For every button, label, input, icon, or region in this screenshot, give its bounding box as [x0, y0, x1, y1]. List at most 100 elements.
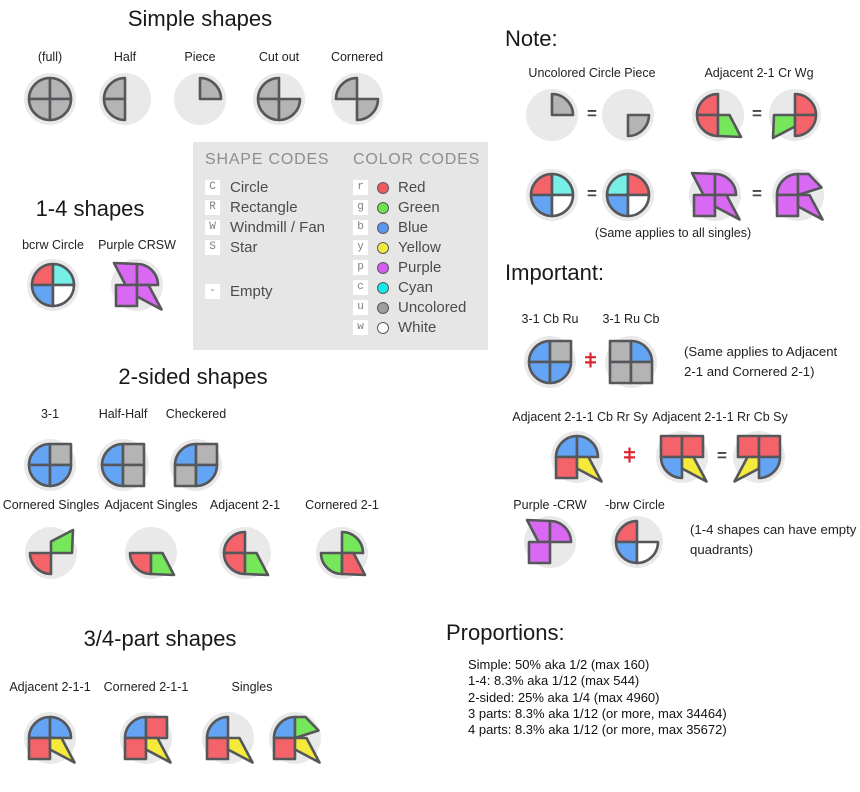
shape-cornered-2-1	[314, 525, 370, 581]
proportions-list: Simple: 50% aka 1/2 (max 160) 1-4: 8.3% …	[468, 657, 727, 738]
shape-code-star: S Star	[205, 239, 258, 257]
label-cornered-2-1-1: Cornered 2-1-1	[103, 680, 189, 694]
shape-code-rectangle: R Rectangle	[205, 199, 298, 217]
shape-adj211-rotated	[731, 429, 787, 485]
code-chip: r	[353, 180, 368, 196]
label-checkered: Checkered	[165, 407, 227, 421]
shape-piece	[172, 71, 228, 127]
blue-dot	[377, 221, 389, 234]
label-adj211-rr-cb-sy: Adjacent 2-1-1 Rr Cb Sy	[652, 410, 788, 424]
shape-adjacent-2-1-1	[22, 710, 78, 766]
shape-note-bcrw-left	[524, 167, 580, 223]
color-code-white: w White	[353, 319, 436, 337]
code-chip: R	[205, 200, 220, 216]
uncolored-dot	[377, 301, 389, 314]
important-note-2: (1-4 shapes can have empty quadrants)	[690, 522, 857, 557]
shape-code-circle: C Circle	[205, 179, 268, 197]
shape-purple-crsw	[109, 257, 165, 313]
code-chip: -	[205, 284, 220, 300]
shape-3-1-ru-cb	[603, 334, 659, 390]
shape-adjacent-singles	[123, 525, 179, 581]
shape-codes-title: SHAPE CODES	[205, 151, 330, 168]
equals-sign: =	[752, 104, 762, 123]
color-code-cyan: c Cyan	[353, 279, 433, 297]
proportion-line: 4 parts: 8.3% aka 1/12 (or more, max 356…	[468, 722, 727, 738]
shape-cornered	[329, 71, 385, 127]
note-caption: (Same applies to all singles)	[594, 226, 752, 240]
code-chip: S	[205, 240, 220, 256]
shape-full	[22, 71, 78, 127]
shape-3-1-cb-ru	[522, 334, 578, 390]
code-chip: p	[353, 260, 368, 276]
label-uncolored-circle-piece: Uncolored Circle Piece	[528, 66, 656, 80]
shape-half-half	[95, 437, 151, 493]
color-code-green: g Green	[353, 199, 440, 217]
shape-note-piece-right	[600, 87, 656, 143]
shape-note-crsw-right	[770, 167, 826, 223]
shape-cutout	[251, 71, 307, 127]
label-cornered: Cornered	[330, 50, 384, 64]
section-title-proportions: Proportions:	[446, 620, 565, 645]
color-code-blue: b Blue	[353, 219, 428, 237]
shape-checkered	[168, 437, 224, 493]
label-half: Half	[113, 50, 137, 64]
code-chip: g	[353, 200, 368, 216]
cyan-dot	[377, 281, 389, 294]
label-bcrw-circle: bcrw Circle	[22, 238, 84, 252]
section-title-one-four: 1-4 shapes	[35, 196, 145, 221]
label-cornered-singles: Cornered Singles	[2, 498, 100, 512]
section-title-three-four: 3/4-part shapes	[83, 626, 237, 651]
proportion-line: 3 parts: 8.3% aka 1/12 (or more, max 344…	[468, 705, 727, 721]
shape-note-bcrw-right	[600, 167, 656, 223]
code-chip: b	[353, 220, 368, 236]
label-adjacent-2-1-cr-wg: Adjacent 2-1 Cr Wg	[704, 66, 814, 80]
equals-sign: =	[752, 184, 762, 203]
shape-brw-circle	[609, 514, 665, 570]
shape-code-windmill: W Windmill / Fan	[205, 219, 325, 237]
label-purple-crsw: Purple CRSW	[98, 238, 176, 252]
code-chip: y	[353, 240, 368, 256]
shape-purple-crw	[522, 514, 578, 570]
proportion-line: Simple: 50% aka 1/2 (max 160)	[468, 657, 650, 672]
color-code-yellow: y Yellow	[353, 239, 441, 257]
proportion-line: 1-4: 8.3% aka 1/12 (max 544)	[468, 673, 640, 689]
code-chip: c	[353, 280, 368, 296]
shape-adj211-rr-cb-sy	[654, 429, 710, 485]
label-3-1-cb-ru: 3-1 Cb Ru	[521, 312, 579, 326]
shape-note-crsw-left	[687, 167, 743, 223]
equals-sign: =	[587, 184, 597, 203]
white-dot	[377, 321, 389, 334]
section-title-simple: Simple shapes	[127, 6, 273, 31]
label-adjacent-2-1: Adjacent 2-1	[209, 498, 281, 512]
green-dot	[377, 201, 389, 214]
label-adj211-cb-rr-sy: Adjacent 2-1-1 Cb Rr Sy	[512, 410, 648, 424]
color-code-uncolored: u Uncolored	[353, 299, 466, 317]
equals-sign: =	[717, 446, 727, 465]
shape-singles-3	[200, 710, 256, 766]
not-equal-icon	[585, 352, 596, 368]
label-cornered-2-1: Cornered 2-1	[305, 498, 379, 512]
shape-bcrw-circle	[25, 257, 81, 313]
label-half-half: Half-Half	[98, 407, 148, 421]
shape-cornered-2-1-1	[118, 710, 174, 766]
shape-note-adj21-right	[767, 87, 823, 143]
codes-legend: SHAPE CODES COLOR CODES C Circle R Rectang…	[193, 142, 488, 350]
label-full: (full)	[37, 50, 63, 64]
code-chip: W	[205, 220, 220, 236]
code-chip: w	[353, 320, 368, 336]
label-3-1-ru-cb: 3-1 Ru Cb	[602, 312, 660, 326]
code-chip: C	[205, 180, 220, 196]
purple-dot	[377, 261, 389, 274]
section-title-important: Important:	[505, 260, 605, 285]
code-chip: u	[353, 300, 368, 316]
label-singles: Singles	[231, 680, 273, 694]
color-code-purple: p Purple	[353, 259, 441, 277]
red-dot	[377, 181, 389, 194]
shape-cornered-singles	[23, 525, 79, 581]
section-title-two-sided: 2-sided shapes	[118, 364, 268, 389]
label-cutout: Cut out	[258, 50, 300, 64]
proportion-line: 2-sided: 25% aka 1/4 (max 4960)	[468, 689, 660, 705]
color-code-red: r Red	[353, 179, 426, 197]
shape-note-piece-left	[524, 87, 580, 143]
